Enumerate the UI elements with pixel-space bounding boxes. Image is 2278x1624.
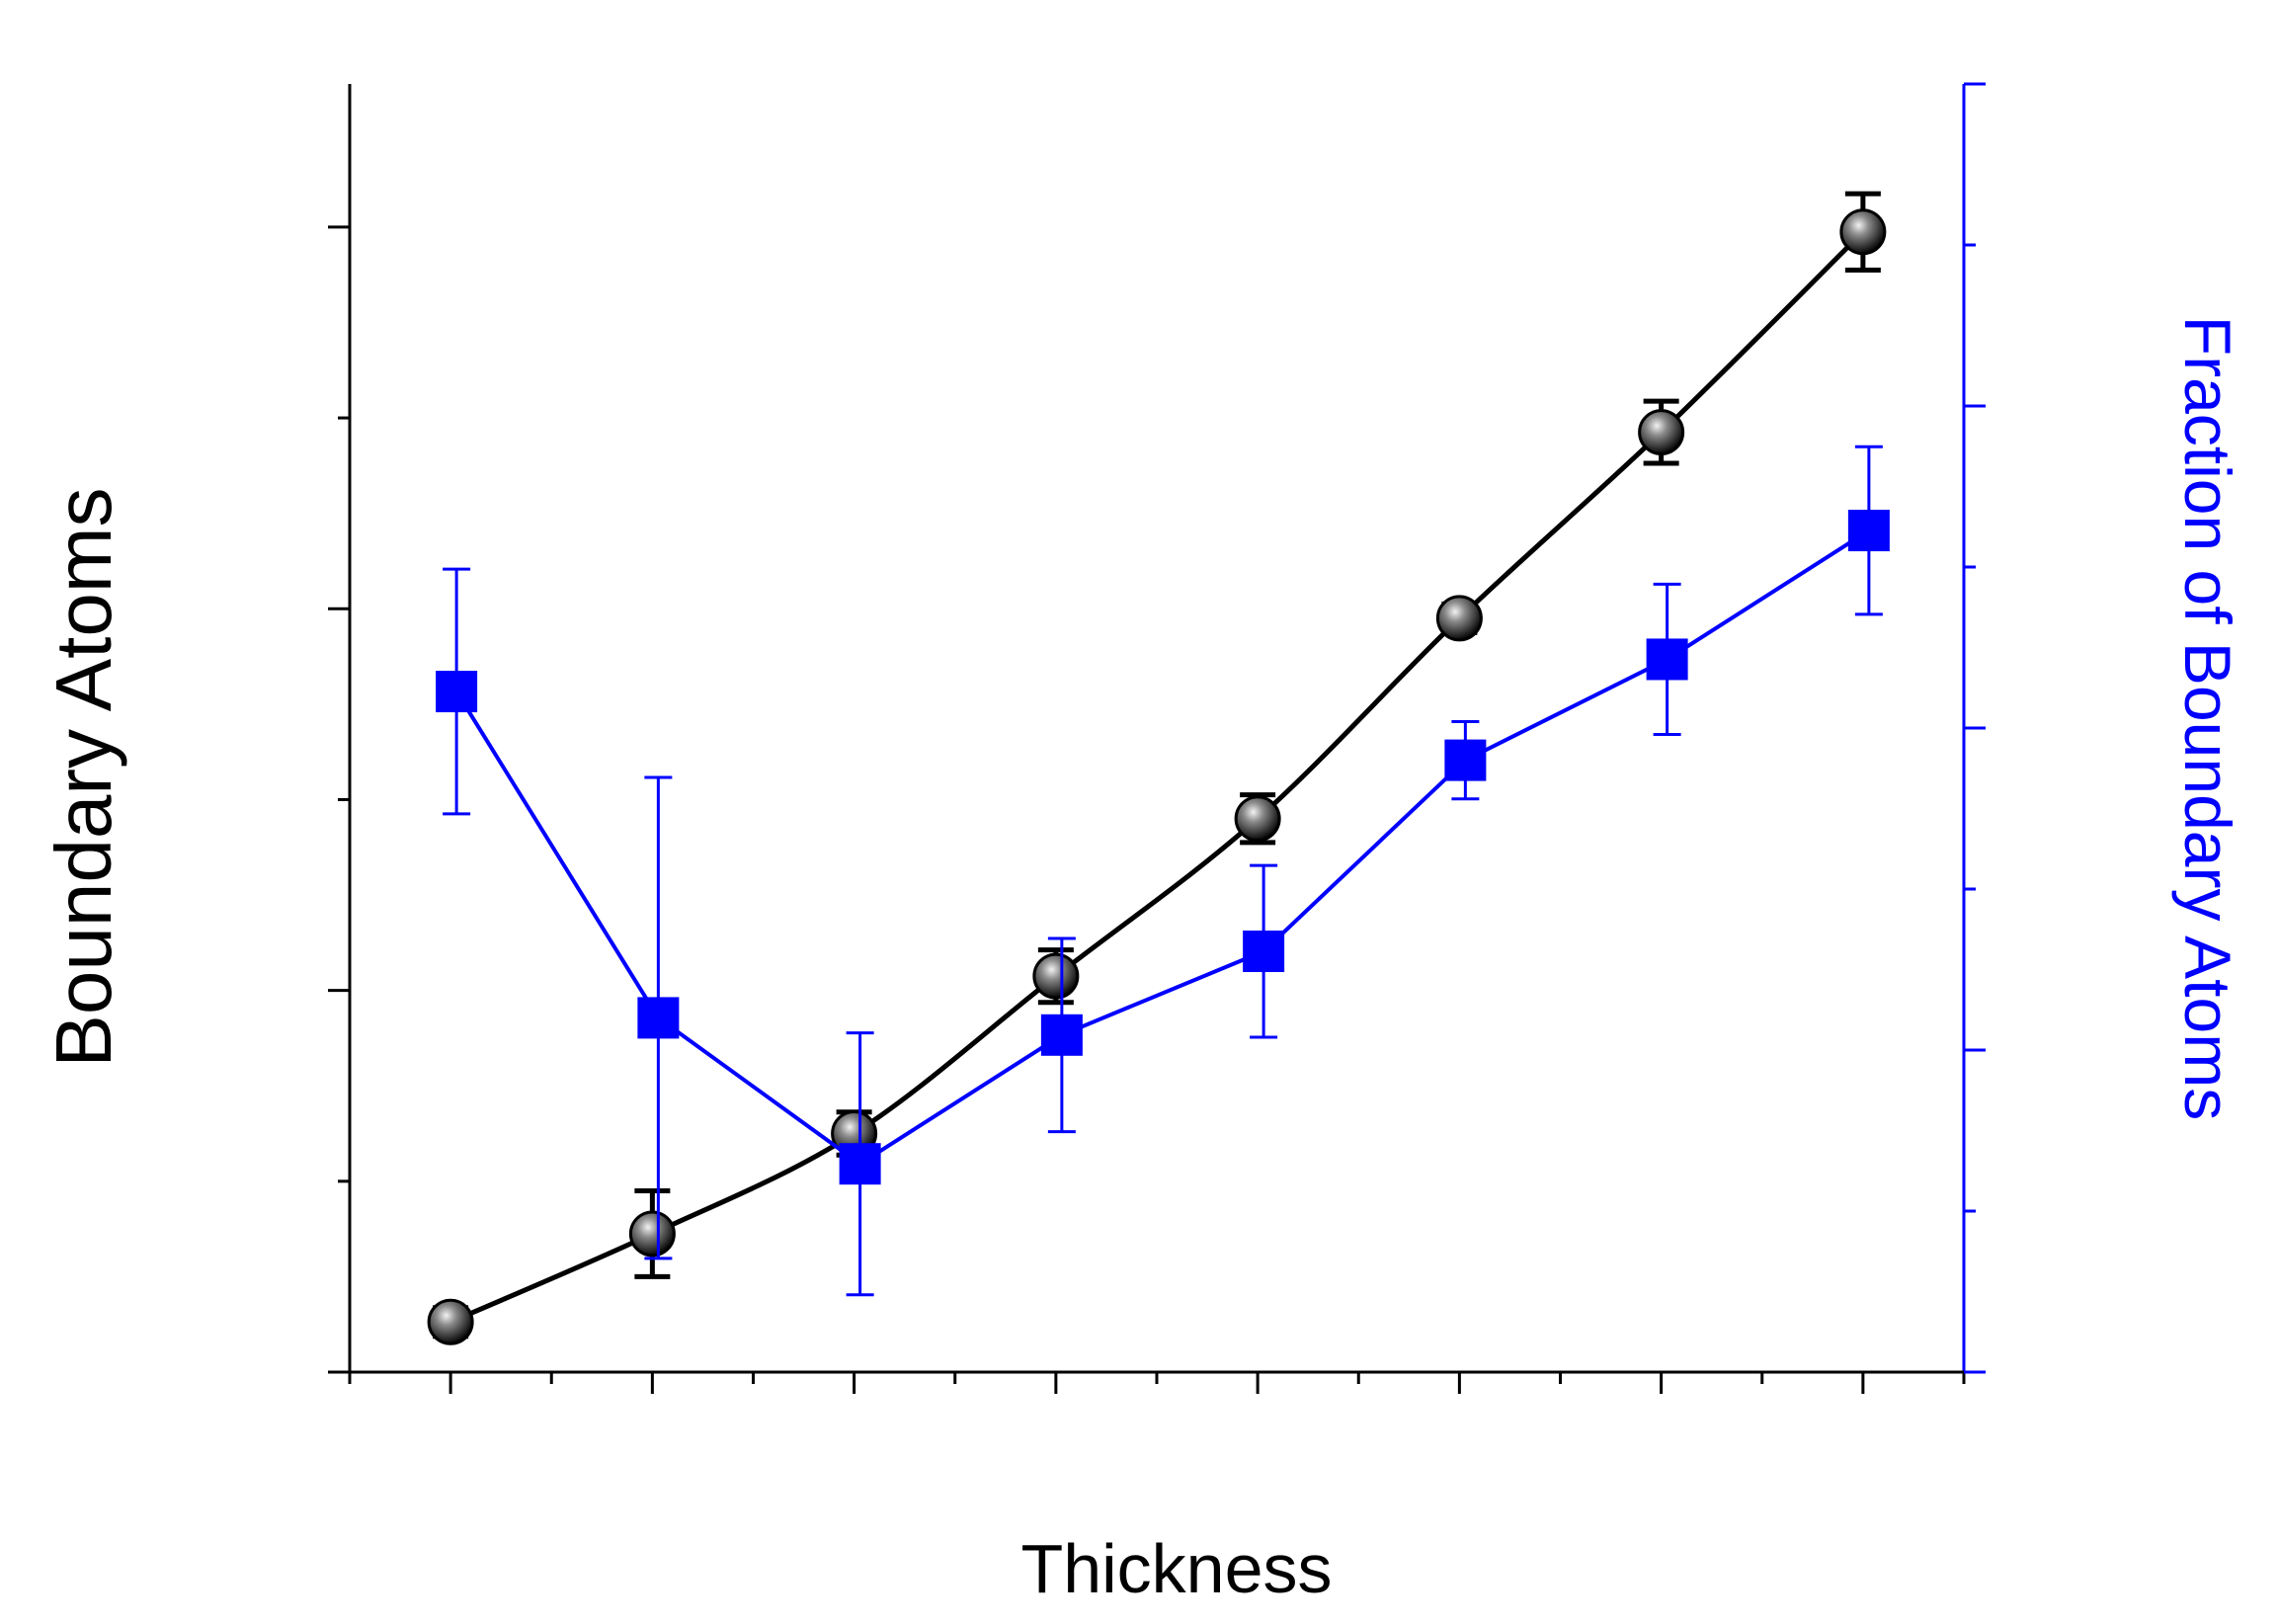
fraction-marker — [1444, 739, 1487, 781]
axis-ticks-layer — [328, 82, 1986, 1394]
right-y-axis-title: Fraction of Boundary Atoms — [2171, 316, 2244, 1120]
fraction-marker — [637, 997, 680, 1039]
fraction-marker — [839, 1143, 881, 1185]
boundary-atoms-marker — [427, 1298, 474, 1345]
fraction-marker — [1847, 510, 1890, 552]
boundary-atoms-marker — [1839, 208, 1887, 256]
boundary-atoms-marker — [628, 1210, 676, 1258]
fraction-marker — [436, 671, 478, 713]
boundary-atoms-marker — [1234, 795, 1281, 843]
boundary-atoms-line — [449, 229, 1865, 1325]
series-boundary-atoms — [427, 191, 1887, 1345]
fraction-line — [454, 528, 1870, 1167]
fraction-marker — [1243, 931, 1285, 973]
boundary-atoms-marker — [1638, 409, 1685, 456]
x-axis-title: Thickness — [1020, 1530, 1332, 1607]
fraction-marker — [1040, 1014, 1083, 1056]
series-layer — [427, 191, 1890, 1345]
boundary-atoms-marker — [1435, 595, 1483, 642]
boundary-atoms-marker — [1032, 952, 1080, 1000]
series-fraction-boundary-atoms — [436, 445, 1890, 1297]
fraction-marker — [1646, 638, 1688, 681]
left-y-axis-title: Boundary Atoms — [40, 488, 127, 1068]
